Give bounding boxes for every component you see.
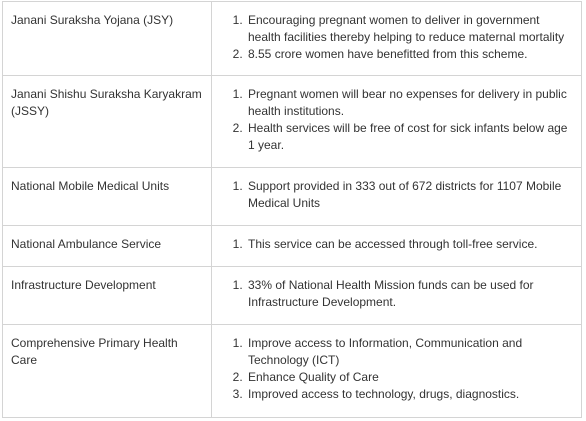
scheme-points-cell: Pregnant women will bear no expenses for… <box>211 75 582 168</box>
table-row: Comprehensive Primary Health Care Improv… <box>2 324 582 418</box>
table-row: Infrastructure Development 33% of Nation… <box>2 266 582 325</box>
scheme-points-cell: Encouraging pregnant women to deliver in… <box>211 1 582 76</box>
point-list: Support provided in 333 out of 672 distr… <box>220 178 573 212</box>
list-item: 33% of National Health Mission funds can… <box>246 277 573 311</box>
table-row: Janani Suraksha Yojana (JSY) Encouraging… <box>2 1 582 76</box>
scheme-name-cell: Janani Suraksha Yojana (JSY) <box>2 1 212 76</box>
list-item: Enhance Quality of Care <box>246 369 573 386</box>
scheme-points-cell: Improve access to Information, Communica… <box>211 324 582 418</box>
scheme-name-cell: Infrastructure Development <box>2 266 212 325</box>
list-item: Pregnant women will bear no expenses for… <box>246 86 573 120</box>
point-list: 33% of National Health Mission funds can… <box>220 277 573 311</box>
table-row: Janani Shishu Suraksha Karyakram (JSSY) … <box>2 75 582 168</box>
list-item: Encouraging pregnant women to deliver in… <box>246 12 573 46</box>
scheme-points-cell: Support provided in 333 out of 672 distr… <box>211 167 582 226</box>
table-row: National Mobile Medical Units Support pr… <box>2 167 582 226</box>
scheme-name-cell: Janani Shishu Suraksha Karyakram (JSSY) <box>2 75 212 168</box>
scheme-name-cell: National Mobile Medical Units <box>2 167 212 226</box>
point-list: Encouraging pregnant women to deliver in… <box>220 12 573 63</box>
table-row: National Ambulance Service This service … <box>2 225 582 267</box>
scheme-points-cell: This service can be accessed through tol… <box>211 225 582 267</box>
list-item: This service can be accessed through tol… <box>246 236 573 253</box>
scheme-name-cell: Comprehensive Primary Health Care <box>2 324 212 418</box>
scheme-name-cell: National Ambulance Service <box>2 225 212 267</box>
list-item: Health services will be free of cost for… <box>246 120 573 154</box>
scheme-points-cell: 33% of National Health Mission funds can… <box>211 266 582 325</box>
point-list: This service can be accessed through tol… <box>220 236 573 253</box>
point-list: Improve access to Information, Communica… <box>220 335 573 403</box>
point-list: Pregnant women will bear no expenses for… <box>220 86 573 154</box>
list-item: Improved access to technology, drugs, di… <box>246 386 573 403</box>
list-item: Support provided in 333 out of 672 distr… <box>246 178 573 212</box>
list-item: Improve access to Information, Communica… <box>246 335 573 369</box>
list-item: 8.55 crore women have benefitted from th… <box>246 46 573 63</box>
